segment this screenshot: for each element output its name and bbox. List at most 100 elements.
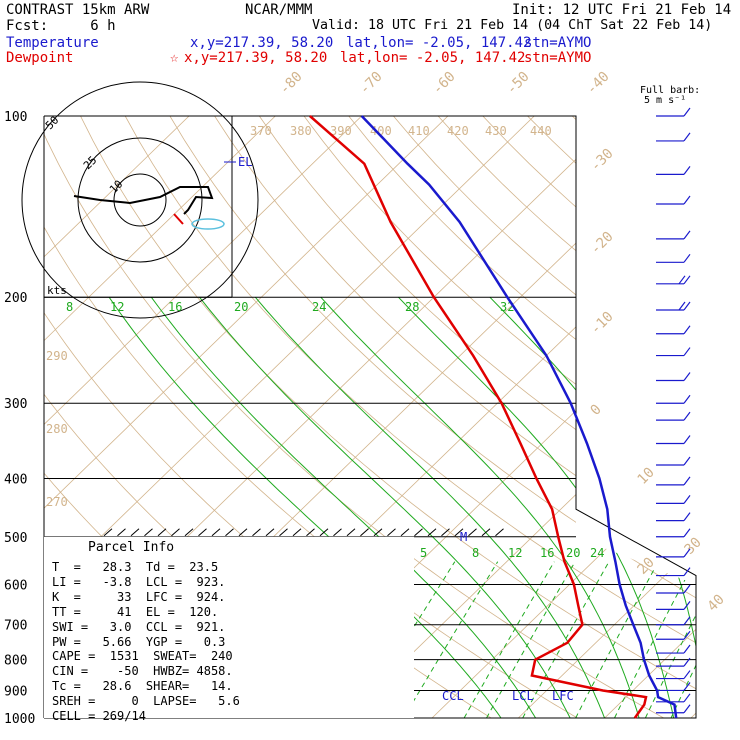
- wind-barb-flag: [683, 195, 691, 205]
- parcel-info-row: SWI = 3.0 CCL = 921.: [52, 619, 226, 634]
- valid-time: Valid: 18 UTC Fri 21 Feb 14 (04 ChT Sat …: [312, 18, 713, 33]
- forecast-hour: Fcst: 6 h: [6, 18, 116, 34]
- pressure-tick-label: 300: [4, 397, 27, 412]
- isotherm-tick-label: -80: [277, 69, 306, 98]
- isotherm-tick-label: -40: [584, 69, 613, 98]
- mixing-ratio-line: [575, 561, 659, 718]
- wind-barb-flag: [683, 165, 691, 175]
- mixing-ratio-label: 20: [566, 546, 580, 560]
- parcel-info-row: K = 33 LFC = 924.: [52, 589, 226, 604]
- freezing-level-hatch: [360, 528, 369, 537]
- el-label: EL: [238, 155, 252, 169]
- freezing-level-hatch: [319, 528, 329, 537]
- freezing-level-hatch: [387, 528, 396, 537]
- isotherm-line: [44, 116, 535, 718]
- m-label: M: [460, 530, 467, 544]
- isotherm-tick-label: 30: [682, 535, 705, 558]
- wind-barb-flag: [683, 616, 691, 626]
- freezing-level-hatch: [292, 528, 302, 537]
- wind-barb-flag: [683, 230, 691, 240]
- hodograph-ring-label: 25: [81, 154, 100, 173]
- isotherm-tick-label: -50: [504, 69, 533, 98]
- dry-adiabat-line: [661, 116, 696, 718]
- freezing-level-hatch: [184, 528, 194, 537]
- freezing-level-hatch: [252, 528, 261, 537]
- freezing-level-hatch: [481, 528, 491, 537]
- dry-adiabat-line: [571, 116, 696, 718]
- wind-barb-flag: [683, 275, 691, 285]
- parcel-info-row: CIN = -50 HWBZ= 4858.: [52, 664, 233, 679]
- temperature-station: stn=AYMO: [524, 35, 592, 51]
- wind-barb-flag: [683, 372, 691, 381]
- isotherm-line: [44, 116, 190, 718]
- wind-barb-flag: [683, 394, 691, 404]
- parcel-info-row: PW = 5.66 YGP = 0.3: [52, 634, 226, 649]
- freezing-level-hatch: [346, 528, 356, 537]
- temperature-legend: Temperature: [6, 35, 99, 51]
- wind-barb-flag: [683, 584, 691, 594]
- wind-barb-flag: [683, 670, 691, 679]
- isotherm-line: [44, 116, 362, 718]
- wind-barb-flag: [683, 494, 691, 504]
- hodograph-units-label: kts: [47, 284, 67, 297]
- dry-adiabat-label: 420: [447, 124, 469, 138]
- isotherm-tick-label: 10: [635, 465, 658, 488]
- dry-adiabat-label: 280: [46, 422, 68, 436]
- mixing-ratio-label: 20: [234, 300, 248, 314]
- pressure-tick-label: 900: [4, 684, 27, 699]
- isotherm-tick-label: -70: [357, 69, 386, 98]
- mixing-ratio-label: 12: [110, 300, 124, 314]
- pressure-tick-label: 1000: [4, 712, 35, 727]
- pressure-tick-label: 500: [4, 531, 27, 546]
- dry-adiabat-label: 390: [330, 124, 352, 138]
- dry-adiabat-line: [214, 116, 696, 718]
- hodograph-storm: [173, 213, 184, 225]
- freezing-level-hatch: [279, 528, 288, 537]
- lfc-label: LFC: [552, 689, 574, 703]
- wind-barb-flag: [683, 301, 691, 311]
- wind-barb-flag: [678, 275, 686, 285]
- dewpoint-xy: x,y=217.39, 58.20: [184, 50, 328, 66]
- isotherm-tick-label: -30: [588, 146, 617, 175]
- hodograph-ring: [77, 137, 203, 263]
- parcel-info-row: SREH = 0 LAPSE= 5.6: [52, 694, 240, 709]
- mixing-ratio-label: 32: [500, 300, 514, 314]
- dry-adiabat-label: 270: [46, 495, 68, 509]
- isotherm-tick-label: -10: [588, 309, 617, 338]
- temperature-latlon: lat,lon= -2.05, 147.42: [346, 35, 532, 51]
- dewpoint-station: stn=AYMO: [524, 50, 592, 66]
- dry-adiabat-line: [706, 116, 740, 731]
- hodograph-ring: [113, 173, 167, 227]
- isotherm-line: [44, 116, 449, 718]
- hodograph-trace: [73, 186, 214, 215]
- hodograph-motion: [191, 218, 225, 230]
- dry-adiabat-label: 380: [290, 124, 312, 138]
- freezing-level-hatch: [468, 528, 477, 537]
- model-title: CONTRAST 15km ARW: [6, 2, 150, 18]
- moist-adiabat-line: [398, 296, 675, 718]
- pressure-tick-label: 100: [4, 110, 27, 125]
- freezing-level-hatch: [373, 528, 383, 537]
- mixing-ratio-label: 12: [508, 546, 522, 560]
- isotherm-line: [431, 116, 696, 718]
- mixing-ratio-label: 5: [420, 546, 427, 560]
- freezing-level-hatch: [454, 528, 464, 537]
- parcel-info-row: T = 28.3 Td = 23.5: [52, 560, 219, 574]
- barb-scale-label: Full barb:: [640, 85, 701, 96]
- freezing-level-hatch: [198, 528, 207, 537]
- dewpoint-legend: Dewpoint: [6, 50, 74, 66]
- mixing-ratio-line: [522, 561, 610, 718]
- freezing-level-hatch: [144, 528, 153, 537]
- parcel-info-row: CELL = 269/14: [52, 709, 146, 723]
- wind-barb-flag: [683, 435, 691, 444]
- dry-adiabat-line: [527, 116, 696, 718]
- freezing-level-hatch: [495, 528, 504, 537]
- wind-barb-flag: [683, 512, 691, 521]
- wind-barb-flag: [683, 132, 691, 142]
- init-time: Init: 12 UTC Fri 21 Feb 14: [512, 2, 732, 18]
- pressure-tick-label: 800: [4, 654, 27, 669]
- freezing-level-hatch: [427, 528, 437, 537]
- dry-adiabat-label: 400: [370, 124, 392, 138]
- wind-barb-flag: [683, 644, 691, 654]
